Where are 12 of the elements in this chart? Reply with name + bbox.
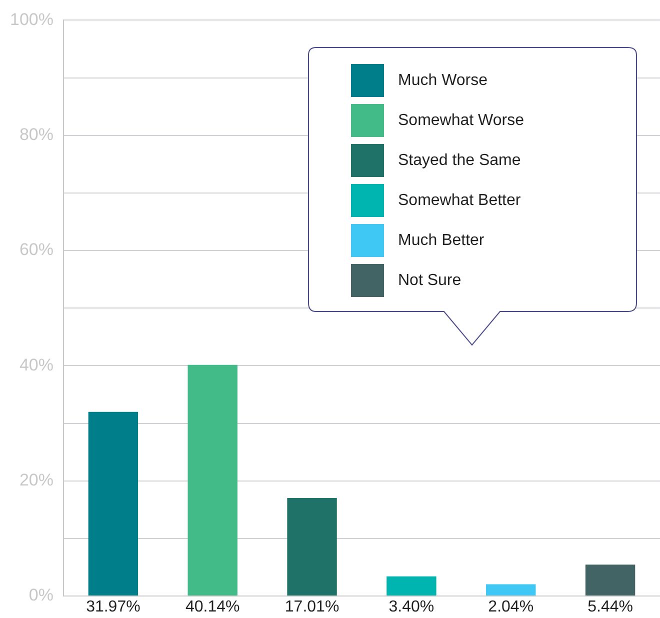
legend-label: Stayed the Same bbox=[398, 152, 521, 170]
data-label: 17.01% bbox=[284, 598, 340, 616]
data-label: 40.14% bbox=[185, 598, 240, 616]
data-label: 5.44% bbox=[588, 598, 633, 616]
legend-label: Much Better bbox=[398, 232, 484, 250]
legend-label: Somewhat Worse bbox=[398, 112, 524, 130]
data-label: 31.97% bbox=[86, 598, 140, 616]
legend-label: Much Worse bbox=[398, 72, 488, 90]
legend-label: Somewhat Better bbox=[398, 192, 521, 210]
data-label: 3.40% bbox=[388, 598, 434, 616]
data-label: 2.04% bbox=[488, 598, 534, 616]
legend-label: Not Sure bbox=[398, 272, 462, 290]
